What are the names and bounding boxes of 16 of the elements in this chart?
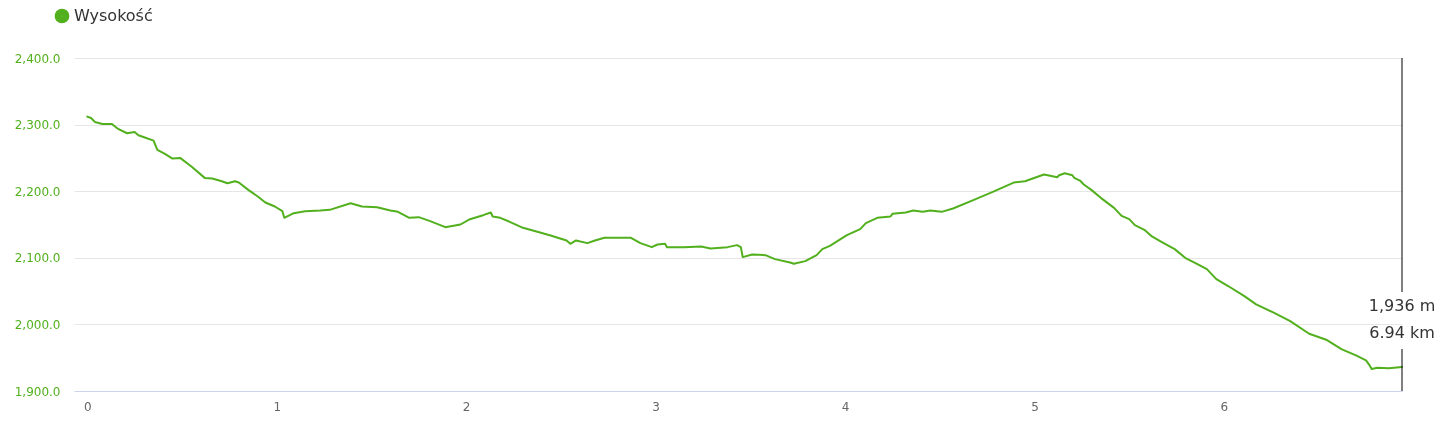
- y-tick-label: 2,100.0: [14, 251, 61, 266]
- x-tick-label: 4: [841, 399, 850, 414]
- x-tick-label: 5: [1031, 399, 1039, 414]
- legend-label: Wysokość: [74, 6, 153, 25]
- x-tick-label: 1: [273, 399, 282, 414]
- x-tick-label: 0: [83, 399, 92, 414]
- x-tick-label: 3: [652, 399, 660, 414]
- y-tick-label: 2,300.0: [14, 118, 61, 133]
- x-tick-label: 6: [1220, 399, 1229, 414]
- x-tick-label: 2: [462, 399, 471, 414]
- annotation: 1,936 m: [1368, 296, 1436, 315]
- y-tick-label: 2,400.0: [14, 51, 61, 66]
- y-tick-label: 2,000.0: [14, 317, 61, 332]
- annotation: 6.94 km: [1369, 323, 1435, 342]
- y-tick-label: 2,200.0: [14, 184, 61, 199]
- y-tick-label: 1,900.0: [14, 384, 61, 399]
